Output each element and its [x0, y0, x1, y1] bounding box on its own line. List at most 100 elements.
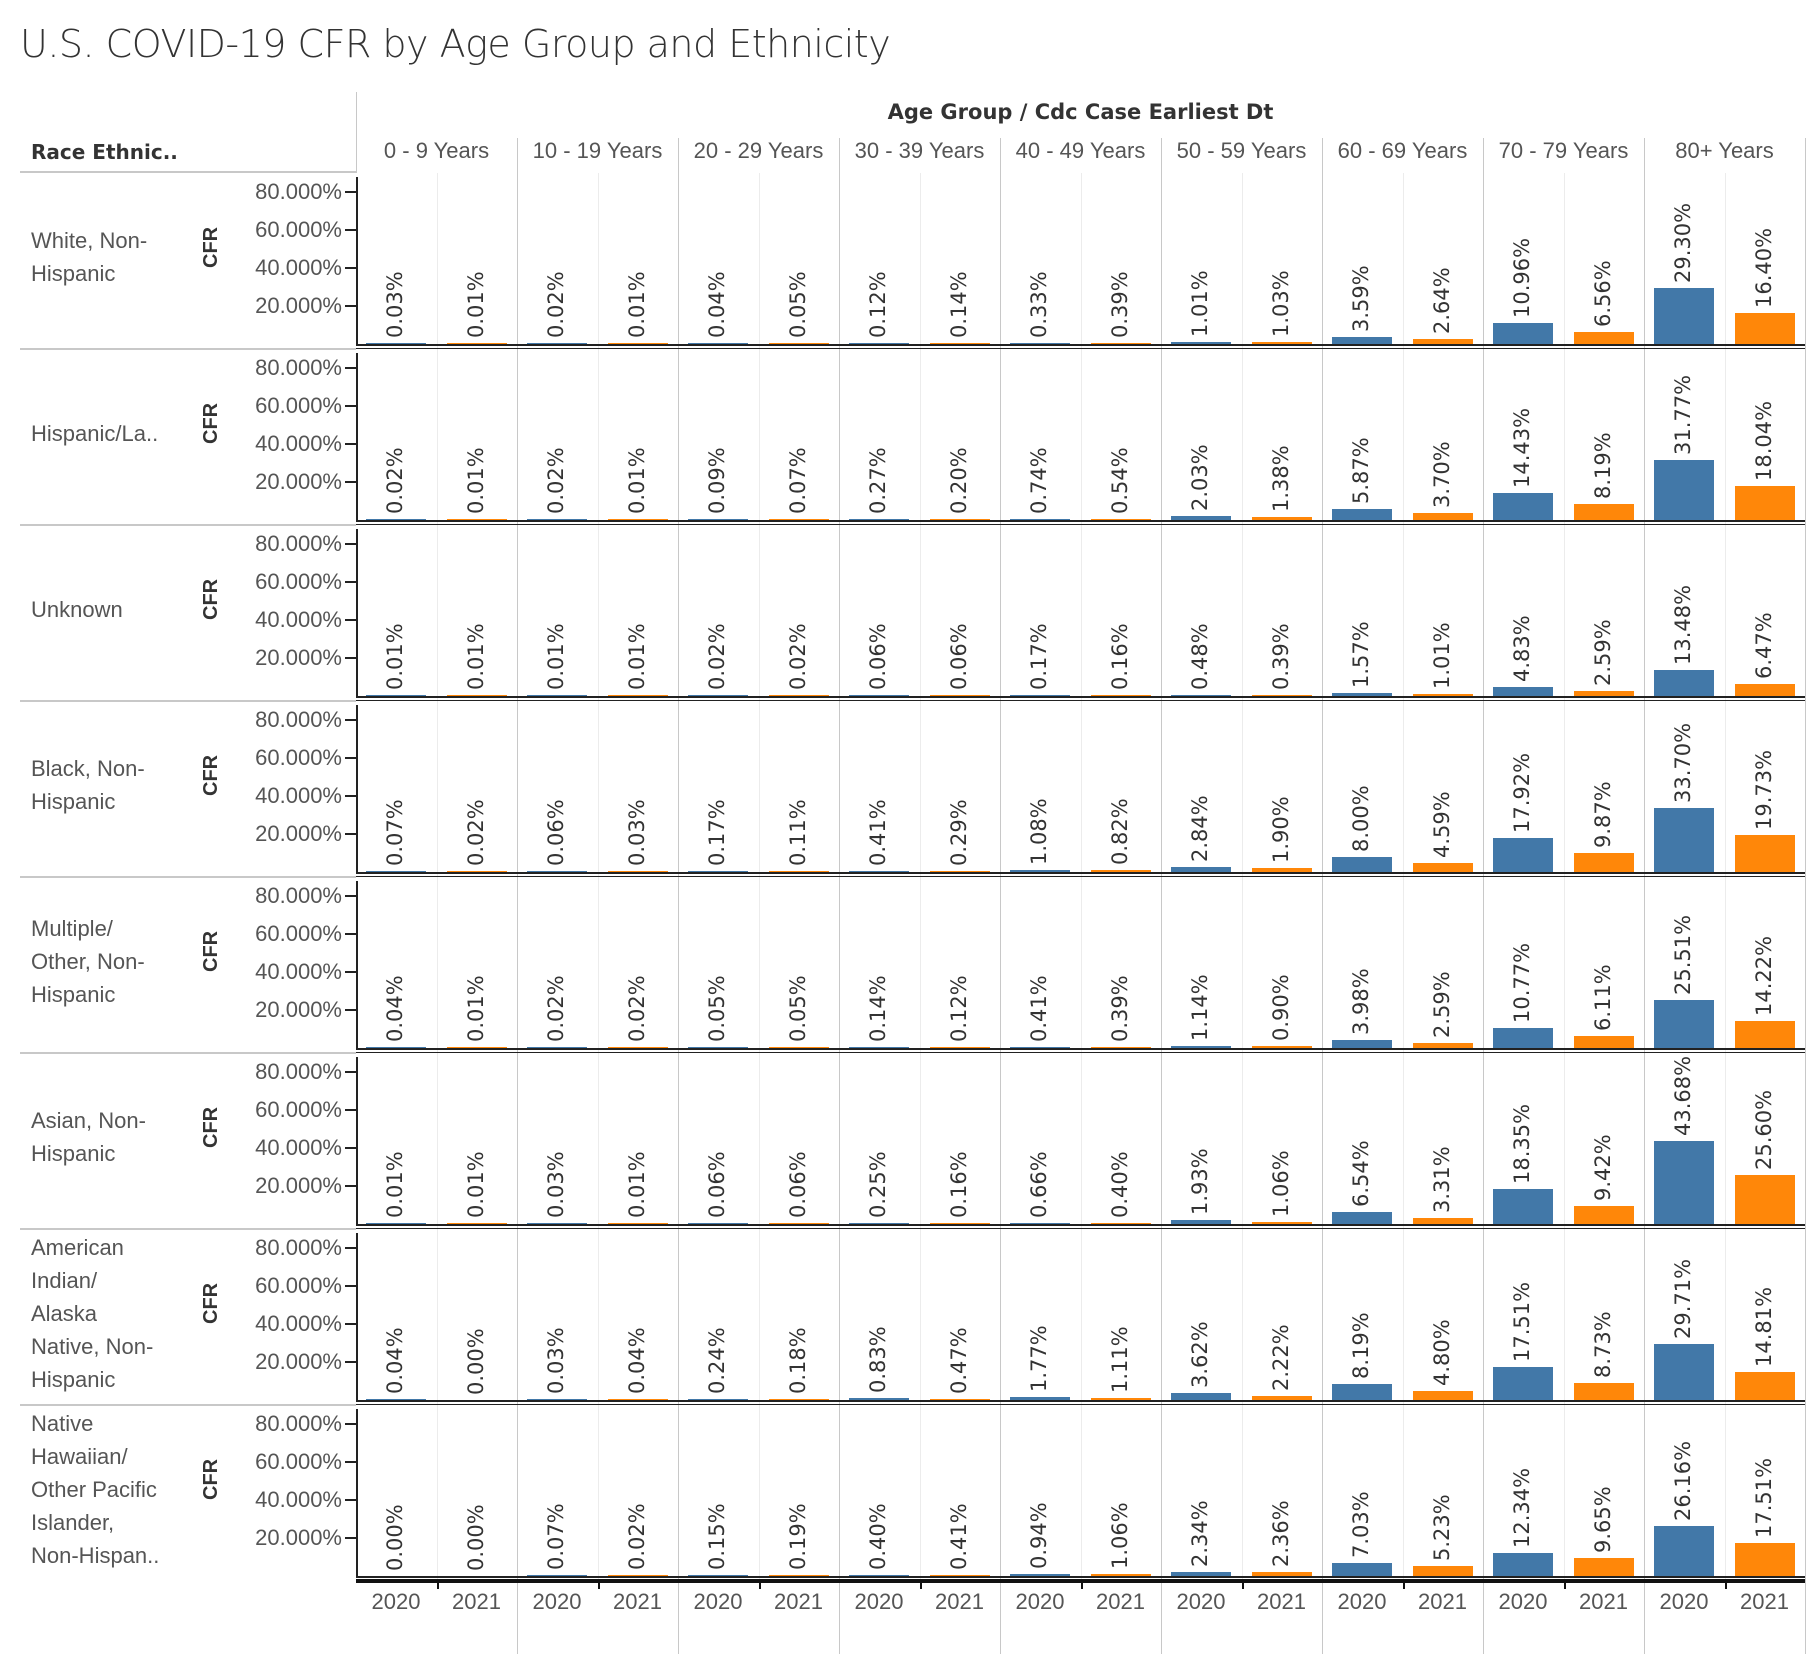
bar-2021[interactable] [768, 519, 829, 520]
bar-2020[interactable] [1332, 1211, 1393, 1224]
bar-2020[interactable] [366, 1223, 427, 1224]
bar-2020[interactable] [1171, 1220, 1232, 1224]
bar-2020[interactable] [849, 1223, 910, 1224]
bar-2021[interactable] [929, 519, 990, 520]
bar-2020[interactable] [366, 343, 427, 344]
bar-2021[interactable] [1251, 868, 1312, 872]
bar-2020[interactable] [688, 871, 749, 872]
bar-2021[interactable] [768, 871, 829, 872]
age-group-header[interactable]: 50 - 59 Years [1176, 138, 1307, 163]
bar-2021[interactable] [929, 695, 990, 696]
bar-2021[interactable] [1734, 1371, 1795, 1400]
row-label[interactable]: Multiple/ Other, Non- Hispanic [31, 915, 145, 1007]
bar-2021[interactable] [768, 1399, 829, 1400]
age-group-header[interactable]: 30 - 39 Years [854, 138, 985, 163]
bar-2020[interactable] [1654, 999, 1715, 1048]
row-label[interactable]: Unknown [31, 596, 123, 622]
bar-2020[interactable] [849, 695, 910, 696]
bar-2021[interactable] [1412, 1390, 1473, 1400]
bar-2020[interactable] [366, 1399, 427, 1400]
bar-2020[interactable] [688, 343, 749, 344]
bar-2021[interactable] [1734, 1542, 1795, 1576]
bar-2020[interactable] [527, 871, 588, 872]
bar-2021[interactable] [1412, 1566, 1473, 1576]
bar-2020[interactable] [366, 519, 427, 520]
bar-2020[interactable] [1493, 323, 1554, 344]
bar-2021[interactable] [446, 1047, 507, 1048]
bar-2021[interactable] [1734, 485, 1795, 520]
bar-2021[interactable] [607, 519, 668, 520]
bar-2020[interactable] [1010, 1574, 1071, 1576]
bar-2021[interactable] [1734, 834, 1795, 872]
bar-2020[interactable] [366, 1047, 427, 1048]
bar-2021[interactable] [1090, 1223, 1151, 1224]
bar-2020[interactable] [1493, 1366, 1554, 1400]
bar-2021[interactable] [1573, 853, 1634, 872]
bar-2021[interactable] [929, 1047, 990, 1048]
bar-2021[interactable] [1412, 338, 1473, 344]
bar-2020[interactable] [1493, 492, 1554, 520]
bar-2020[interactable] [527, 695, 588, 696]
bar-2021[interactable] [1573, 1383, 1634, 1400]
bar-2020[interactable] [527, 1223, 588, 1224]
age-group-header[interactable]: 40 - 49 Years [1015, 138, 1146, 163]
bar-2020[interactable] [1493, 837, 1554, 872]
bar-2021[interactable] [607, 871, 668, 872]
bar-2021[interactable] [1734, 1175, 1795, 1224]
bar-2021[interactable] [929, 1399, 990, 1400]
bar-2021[interactable] [1090, 1573, 1151, 1576]
row-label[interactable]: American Indian/ Alaska Native, Non- His… [31, 1234, 154, 1392]
bar-2021[interactable] [1251, 342, 1312, 344]
bar-2021[interactable] [1090, 518, 1151, 520]
bar-2021[interactable] [1412, 694, 1473, 696]
bar-2020[interactable] [1332, 1562, 1393, 1576]
bar-2021[interactable] [1090, 1397, 1151, 1400]
bar-2021[interactable] [768, 695, 829, 696]
bar-2020[interactable] [1010, 518, 1071, 520]
bar-2020[interactable] [849, 1398, 910, 1400]
bar-2021[interactable] [607, 1575, 668, 1576]
bar-2021[interactable] [446, 871, 507, 872]
row-header-title[interactable]: Race Ethnic.. [31, 140, 178, 164]
bar-2021[interactable] [1573, 691, 1634, 696]
age-group-header[interactable]: 70 - 79 Years [1498, 138, 1629, 163]
bar-2020[interactable] [1171, 695, 1232, 696]
bar-2020[interactable] [1010, 695, 1071, 696]
bar-2021[interactable] [1573, 504, 1634, 520]
bar-2021[interactable] [768, 1575, 829, 1576]
row-label[interactable]: White, Non- Hispanic [31, 228, 148, 286]
bar-2020[interactable] [1171, 342, 1232, 344]
bar-2021[interactable] [1573, 1036, 1634, 1048]
bar-2021[interactable] [607, 343, 668, 344]
bar-2021[interactable] [607, 695, 668, 696]
bar-2020[interactable] [527, 519, 588, 520]
bar-2020[interactable] [1010, 1222, 1071, 1224]
bar-2021[interactable] [1573, 331, 1634, 344]
age-group-header[interactable]: 0 - 9 Years [383, 138, 490, 163]
bar-2020[interactable] [527, 1047, 588, 1048]
bar-2020[interactable] [366, 871, 427, 872]
bar-2020[interactable] [849, 1047, 910, 1048]
bar-2020[interactable] [688, 1047, 749, 1048]
bar-2020[interactable] [527, 1575, 588, 1576]
bar-2020[interactable] [1654, 1141, 1715, 1224]
bar-2020[interactable] [1171, 1393, 1232, 1400]
bar-2020[interactable] [527, 1399, 588, 1400]
bar-2021[interactable] [1251, 517, 1312, 520]
bar-2020[interactable] [849, 343, 910, 344]
bar-2020[interactable] [849, 1575, 910, 1576]
bar-2020[interactable] [1493, 1027, 1554, 1048]
row-label[interactable]: Black, Non- Hispanic [31, 756, 145, 814]
bar-2020[interactable] [688, 1223, 749, 1224]
age-group-header[interactable]: 80+ Years [1675, 138, 1774, 163]
row-label[interactable]: Hispanic/La.. [31, 420, 159, 446]
bar-2021[interactable] [929, 343, 990, 344]
bar-2020[interactable] [688, 695, 749, 696]
bar-2021[interactable] [1734, 312, 1795, 344]
bar-2020[interactable] [1493, 1189, 1554, 1224]
bar-2020[interactable] [1171, 1571, 1232, 1576]
bar-2020[interactable] [849, 519, 910, 520]
bar-2020[interactable] [1654, 459, 1715, 520]
bar-2021[interactable] [446, 695, 507, 696]
bar-2021[interactable] [1090, 695, 1151, 696]
